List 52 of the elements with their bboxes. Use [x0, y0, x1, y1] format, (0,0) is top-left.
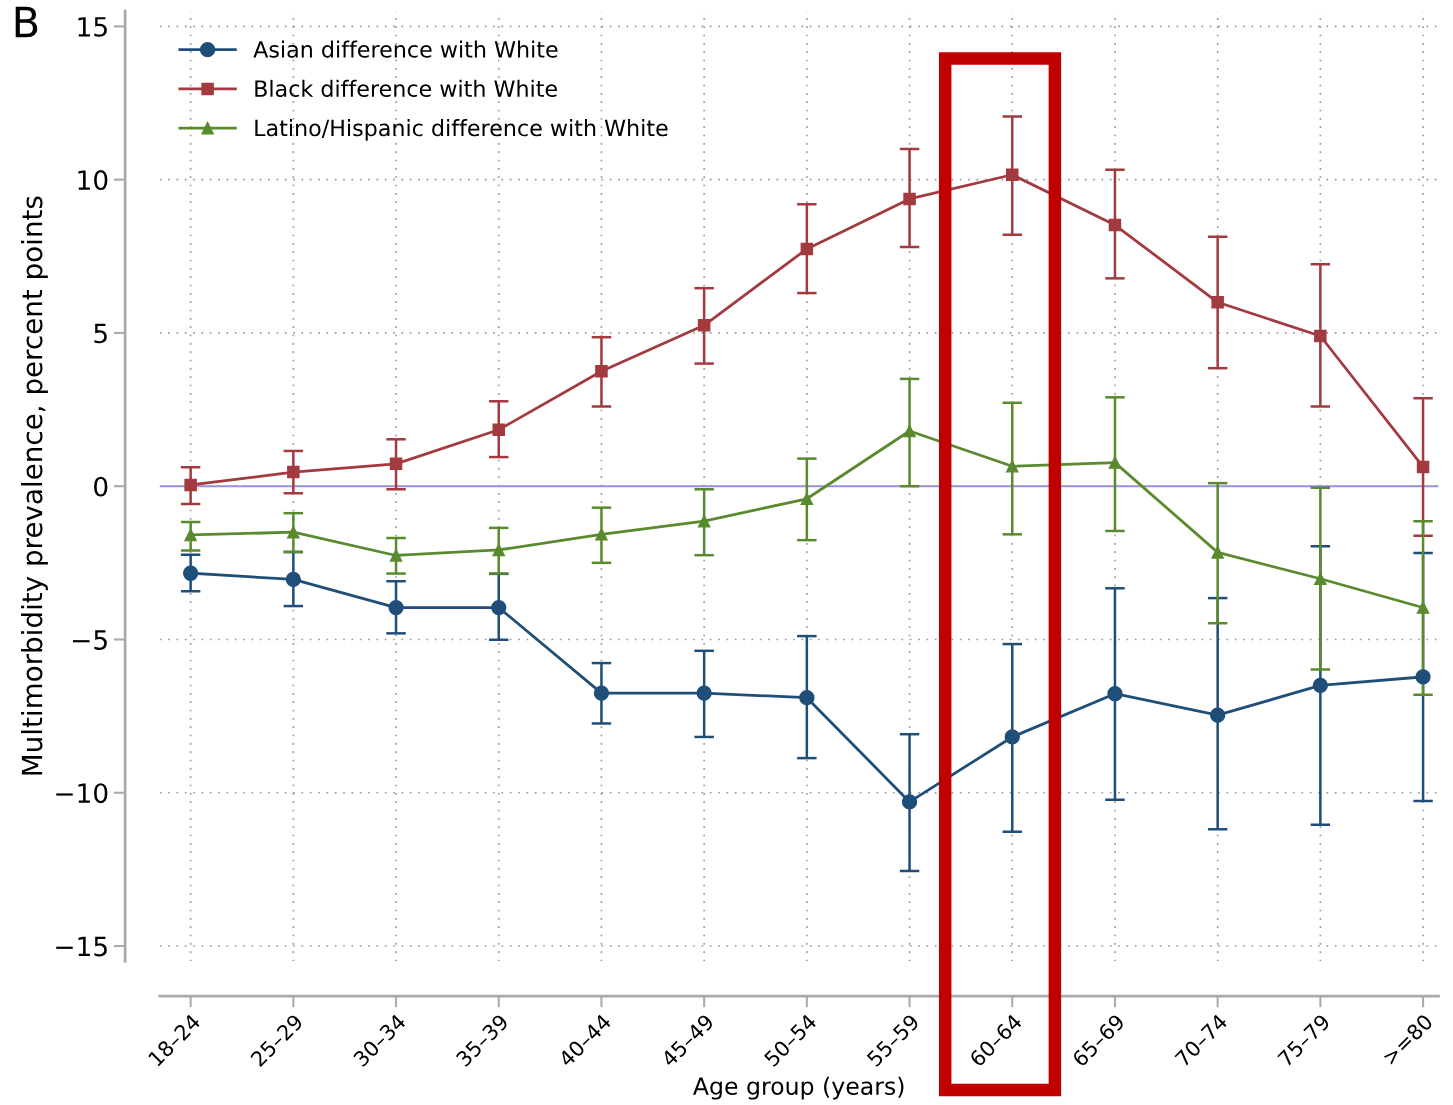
- point: [1210, 707, 1226, 723]
- point: [595, 364, 608, 378]
- y-tick-label: −15: [56, 936, 107, 957]
- point: [800, 492, 814, 506]
- legend-label: Black difference with White: [255, 79, 557, 98]
- point: [800, 242, 814, 256]
- point: [1416, 460, 1430, 474]
- y-axis-title: Multimorbidity prevalence, percent points: [21, 196, 48, 775]
- point: [389, 457, 403, 471]
- point: [696, 685, 712, 701]
- y-tick-label: 15: [78, 17, 107, 37]
- point: [903, 424, 916, 438]
- point: [1006, 460, 1019, 473]
- point: [388, 599, 404, 616]
- point: [1416, 601, 1430, 614]
- legend-label: Asian difference with White: [253, 40, 558, 58]
- point: [1211, 296, 1224, 309]
- text: B: [15, 6, 38, 38]
- point: [1006, 168, 1019, 181]
- point: [799, 690, 815, 706]
- y-tick-label: −5: [73, 630, 107, 650]
- point: [287, 465, 300, 479]
- y-tick-label: 10: [78, 170, 108, 191]
- point: [285, 571, 301, 588]
- point: [1108, 218, 1122, 232]
- point: [903, 192, 916, 206]
- point: [1314, 572, 1327, 586]
- point: [1108, 456, 1122, 469]
- x-axis-title: Age group (years): [693, 1076, 904, 1100]
- point: [492, 543, 505, 557]
- point: [697, 319, 711, 332]
- point: [183, 565, 199, 581]
- y-tick-label: −10: [56, 783, 108, 804]
- point: [1312, 677, 1329, 694]
- legend-label: Latino/Hispanic difference with White: [255, 119, 668, 141]
- point: [697, 514, 711, 528]
- point: [1107, 686, 1123, 702]
- point: [593, 685, 610, 701]
- point: [1415, 669, 1431, 685]
- point: [1314, 329, 1327, 343]
- point: [595, 528, 608, 541]
- y-tick-label: 5: [94, 323, 107, 344]
- point: [492, 423, 505, 437]
- point: [1004, 729, 1020, 745]
- y-tick-label: 0: [94, 476, 108, 497]
- point: [184, 528, 197, 542]
- point: [491, 599, 507, 616]
- point: [1211, 546, 1224, 559]
- point: [901, 794, 918, 810]
- point: [389, 549, 403, 562]
- point: [184, 478, 197, 492]
- point: [287, 525, 300, 539]
